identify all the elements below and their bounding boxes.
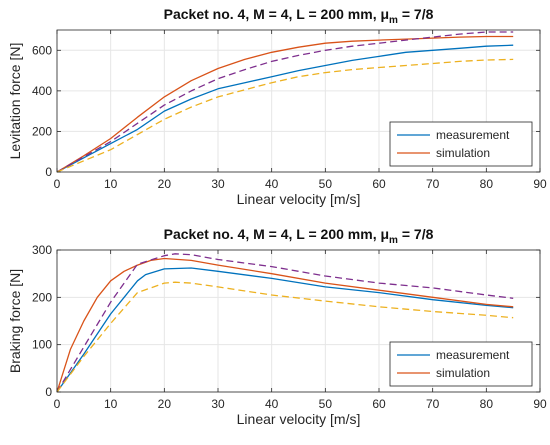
y-tick-label: 400: [32, 84, 52, 98]
legend-box: [389, 121, 533, 167]
x-tick-label: 50: [319, 177, 333, 191]
y-axis-label: Levitation force [N]: [7, 43, 23, 160]
x-tick-label: 70: [426, 177, 440, 191]
x-tick-label: 60: [372, 397, 386, 411]
series-line-dashed-dashed_upper: [56, 31, 514, 173]
y-tick-label: 300: [32, 243, 52, 257]
x-tick-label: 60: [372, 177, 386, 191]
x-tick-label: 80: [480, 397, 494, 411]
x-tick-label: 20: [158, 177, 172, 191]
legend-box: [389, 341, 533, 387]
x-tick-label: 40: [265, 397, 279, 411]
legend: measurement simulation: [389, 341, 533, 387]
series-line-dashed-dashed_upper: [56, 253, 514, 393]
y-axis-label: Braking force [N]: [7, 269, 23, 373]
x-tick-label: 70: [426, 397, 440, 411]
chart-panel-2: 0 10 20 30 40 50 60 70 80 90 0 100 200 300 Packet no. …: [7, 226, 547, 427]
x-tick-label: 50: [319, 397, 333, 411]
chart-panel-1: 0 10 20 30 40 50 60 70 80 90 0 200 400 600 Packet no. …: [7, 6, 547, 207]
x-tick-label: 10: [104, 177, 118, 191]
legend-label-simulation: simulation: [436, 366, 490, 380]
axes-box: [56, 29, 541, 173]
x-tick-label: 0: [54, 397, 61, 411]
series-line-dashed-dashed_lower: [56, 281, 514, 393]
legend: measurement simulation: [389, 121, 533, 167]
series-line-simulation: [56, 257, 514, 393]
x-tick-label: 20: [158, 397, 172, 411]
y-tick-label: 200: [32, 124, 52, 138]
chart-title: Packet no. 4, M = 4, L = 200 mm, μm = 7/…: [164, 226, 434, 246]
legend-label-measurement: measurement: [436, 128, 510, 142]
y-tick-label: 100: [32, 338, 52, 352]
x-axis-label: Linear velocity [m/s]: [237, 411, 361, 427]
x-tick-label: 10: [104, 397, 118, 411]
x-axis-label: Linear velocity [m/s]: [237, 191, 361, 207]
axes-box: [56, 249, 541, 393]
x-tick-label: 90: [533, 177, 547, 191]
x-tick-label: 30: [211, 177, 225, 191]
y-tick-label: 200: [32, 290, 52, 304]
chart-title: Packet no. 4, M = 4, L = 200 mm, μm = 7/…: [164, 6, 434, 26]
series-line-measurement: [56, 44, 514, 173]
y-tick-label: 600: [32, 43, 52, 57]
y-tick-label: 0: [45, 385, 52, 399]
x-tick-label: 30: [211, 397, 225, 411]
series-line-simulation: [56, 35, 514, 173]
series-line-measurement: [56, 267, 514, 393]
series-line-dashed-dashed_lower: [56, 58, 514, 173]
x-tick-label: 0: [54, 177, 61, 191]
x-tick-label: 90: [533, 397, 547, 411]
x-tick-label: 40: [265, 177, 279, 191]
legend-label-measurement: measurement: [436, 348, 510, 362]
legend-label-simulation: simulation: [436, 146, 490, 160]
y-tick-label: 0: [45, 165, 52, 179]
x-tick-label: 80: [480, 177, 494, 191]
